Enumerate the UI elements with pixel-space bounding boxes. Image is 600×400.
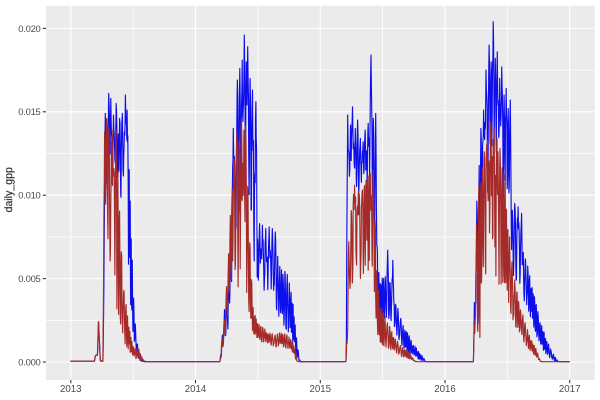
svg-text:2015: 2015: [310, 384, 332, 395]
svg-text:2017: 2017: [559, 384, 581, 395]
svg-text:2014: 2014: [185, 384, 207, 395]
svg-text:0.005: 0.005: [18, 273, 40, 284]
svg-text:0.020: 0.020: [18, 23, 40, 34]
svg-text:2013: 2013: [60, 384, 82, 395]
svg-text:0.015: 0.015: [18, 106, 40, 117]
svg-text:2016: 2016: [434, 384, 456, 395]
svg-text:0.000: 0.000: [18, 356, 40, 367]
svg-text:daily_gpp: daily_gpp: [3, 167, 15, 212]
svg-text:0.010: 0.010: [18, 190, 40, 201]
